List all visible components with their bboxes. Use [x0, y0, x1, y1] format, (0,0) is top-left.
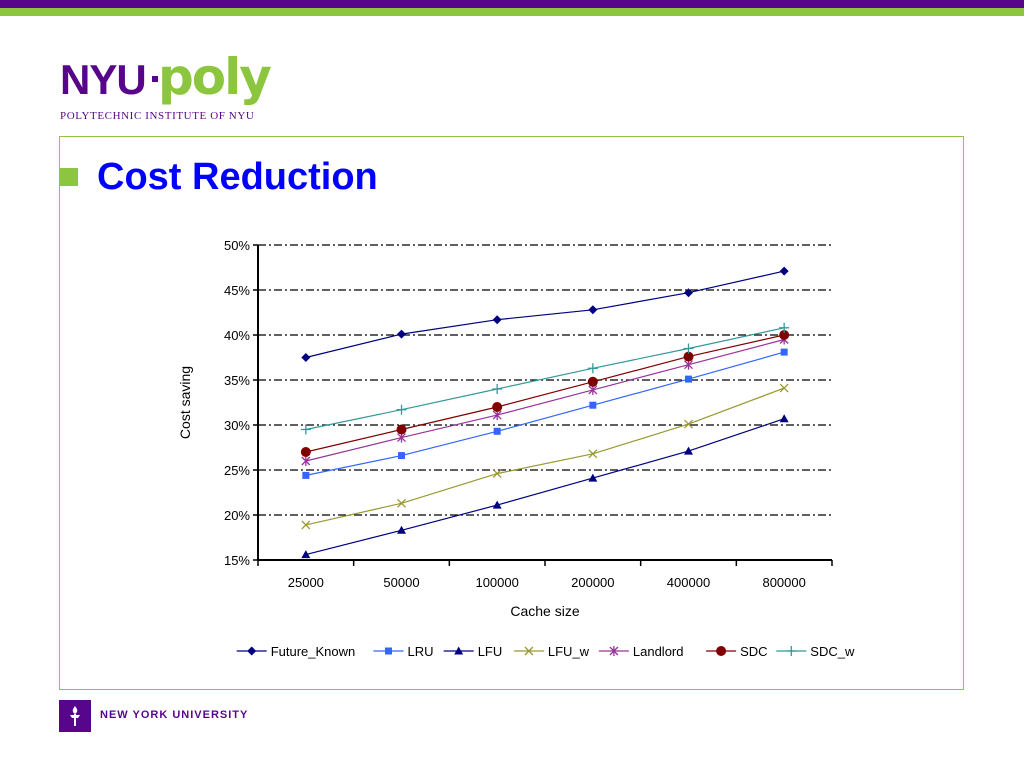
slide-title: Cost Reduction — [97, 156, 378, 198]
content-frame — [59, 136, 964, 690]
data-point-sdc — [779, 330, 790, 340]
data-point-lfu-w — [588, 449, 598, 459]
legend-label-future-known: Future_Known — [271, 644, 356, 659]
data-point-lfu — [684, 446, 693, 455]
legend-marker-lru — [385, 647, 392, 655]
data-point-lru — [302, 471, 310, 479]
y-tick-label: 45% — [224, 283, 250, 298]
legend-label-sdc: SDC — [740, 644, 767, 659]
y-tick-label: 50% — [224, 238, 250, 253]
y-tick-label: 25% — [224, 463, 250, 478]
legend-label-landlord: Landlord — [633, 644, 684, 659]
top-purple-stripe — [0, 0, 1024, 8]
data-point-lfu-w — [301, 520, 311, 530]
data-point-lfu-w — [684, 419, 693, 429]
nyu-torch-icon — [59, 700, 91, 732]
data-point-lru — [493, 427, 501, 435]
x-tick-label: 400000 — [667, 575, 710, 590]
data-point-lru — [780, 348, 788, 356]
x-tick-label: 25000 — [288, 575, 324, 590]
y-axis-title: Cost saving — [177, 366, 193, 439]
series-line-lfu — [305, 418, 785, 556]
data-point-lfu-w — [492, 469, 502, 479]
nyu-poly-logo: NYU poly — [60, 48, 320, 124]
series-line-lru — [305, 351, 785, 476]
data-point-future-known — [301, 353, 311, 362]
data-point-sdc — [683, 351, 694, 362]
data-point-sdc-w — [396, 404, 407, 415]
y-tick-label: 15% — [224, 553, 250, 568]
legend-marker-landlord — [609, 646, 619, 656]
legend-label-sdc-w: SDC_w — [810, 644, 855, 659]
y-tick-label: 20% — [224, 508, 250, 523]
legend-marker-lfu — [454, 646, 464, 655]
top-green-stripe — [0, 8, 1024, 16]
data-point-future-known — [492, 315, 502, 325]
data-point-lfu — [397, 525, 406, 534]
x-tick-label: 100000 — [475, 575, 518, 590]
series-line-sdc — [305, 334, 785, 453]
data-point-future-known — [397, 329, 406, 339]
legend-label-lfu-w: LFU_w — [548, 644, 590, 659]
data-point-lfu-w — [397, 498, 406, 508]
data-point-sdc — [587, 376, 598, 387]
data-point-sdc-w — [779, 322, 790, 333]
data-point-lfu-w — [779, 383, 789, 393]
y-tick-label: 30% — [224, 418, 250, 433]
cost-saving-chart: 15% 20% 25% 30% 35% 40% 45% 50% 25000 50000 100000… — [177, 238, 855, 659]
data-point-sdc-w — [683, 343, 694, 354]
y-tick-label: 35% — [224, 373, 250, 388]
x-axis-title: Cache size — [510, 603, 579, 619]
data-point-sdc-w — [587, 363, 598, 374]
data-point-lru — [398, 452, 405, 460]
logo-subtitle: POLYTECHNIC INSTITUTE OF NYU — [60, 110, 255, 122]
data-point-lfu — [492, 500, 502, 509]
series-line-sdc-w — [305, 327, 785, 431]
data-point-lfu — [588, 473, 598, 482]
data-point-lru — [685, 375, 692, 383]
x-tick-label: 200000 — [571, 575, 614, 590]
y-tick-label: 40% — [224, 328, 250, 343]
data-point-sdc — [492, 402, 503, 412]
x-tick-label: 800000 — [762, 575, 805, 590]
logo-poly-text: poly — [158, 48, 272, 106]
legend-marker-sdc-w — [786, 646, 797, 656]
series-line-future-known — [305, 270, 785, 359]
data-point-lfu — [779, 414, 789, 423]
legend-label-lru: LRU — [408, 644, 434, 659]
data-point-future-known — [779, 266, 789, 276]
data-point-future-known — [684, 288, 693, 298]
data-point-sdc — [300, 447, 311, 457]
legend-marker-lfu-w — [524, 646, 534, 656]
series-line-lfu-w — [305, 387, 785, 526]
data-point-lru — [589, 401, 597, 409]
logo-nyu-text: NYU — [60, 56, 147, 103]
data-point-sdc-w — [492, 384, 503, 394]
legend-marker-future-known — [247, 646, 257, 656]
x-tick-label: 50000 — [383, 575, 419, 590]
data-point-lfu — [301, 550, 311, 559]
series-line-landlord — [305, 338, 785, 462]
footer-university-name: NEW YORK UNIVERSITY — [100, 709, 249, 721]
bullet-square-icon — [60, 168, 78, 186]
data-point-sdc-w — [300, 424, 311, 435]
data-point-future-known — [588, 305, 598, 315]
legend-marker-sdc — [716, 646, 727, 656]
logo-dot — [152, 76, 158, 82]
legend-label-lfu: LFU — [478, 644, 503, 659]
data-point-landlord — [301, 456, 311, 466]
data-point-sdc — [396, 424, 407, 435]
